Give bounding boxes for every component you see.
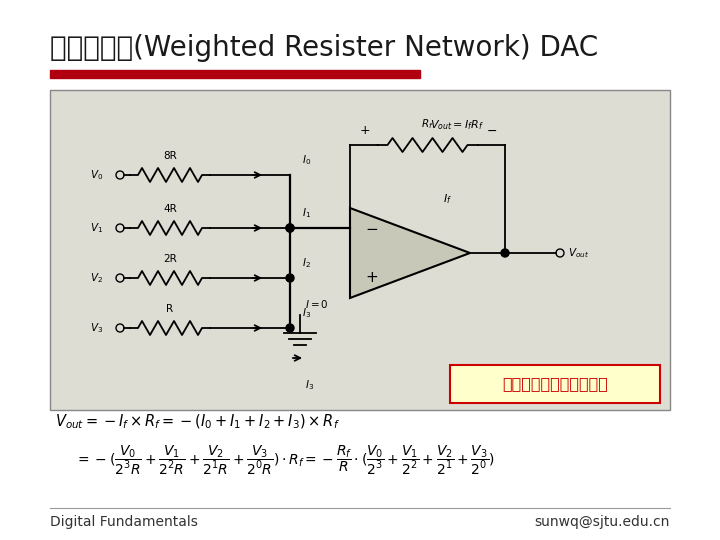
Circle shape: [286, 224, 294, 232]
Bar: [50, 90, 670, 410]
Text: 8R: 8R: [163, 151, 177, 161]
Text: +: +: [360, 124, 371, 137]
Text: 电阻值越大，权重越小。: 电阻值越大，权重越小。: [502, 376, 608, 392]
Text: 权电阻网络(Weighted Resister Network) DAC: 权电阻网络(Weighted Resister Network) DAC: [50, 34, 598, 62]
Text: $V_2$: $V_2$: [90, 271, 103, 285]
Text: $I_3$: $I_3$: [305, 378, 315, 392]
Bar: [50, 70, 420, 78]
Text: $-$: $-$: [486, 124, 497, 137]
Text: $I_f$: $I_f$: [443, 192, 452, 206]
Text: $R_f$: $R_f$: [421, 117, 434, 131]
Text: $I_0$: $I_0$: [302, 153, 311, 167]
Text: $V_3$: $V_3$: [90, 321, 103, 335]
Text: $I_3$: $I_3$: [302, 306, 311, 320]
Bar: [450, 365, 660, 403]
Text: Digital Fundamentals: Digital Fundamentals: [50, 515, 198, 529]
Circle shape: [286, 274, 294, 282]
Text: $V_{out} = I_f R_f$: $V_{out} = I_f R_f$: [430, 118, 484, 132]
Circle shape: [501, 249, 509, 257]
Text: $+$: $+$: [365, 271, 378, 286]
Text: $V_1$: $V_1$: [90, 221, 103, 235]
Text: $V_0$: $V_0$: [90, 168, 103, 182]
Text: $I_2$: $I_2$: [302, 256, 311, 270]
Text: $= -(\dfrac{V_0}{2^3 R} + \dfrac{V_1}{2^2 R} + \dfrac{V_2}{2^1 R} + \dfrac{V_3}{: $= -(\dfrac{V_0}{2^3 R} + \dfrac{V_1}{2^…: [75, 443, 495, 477]
Text: 2R: 2R: [163, 254, 177, 264]
Text: R: R: [166, 304, 174, 314]
Circle shape: [286, 224, 294, 232]
Text: $V_{out} = -I_f\times R_f = -(I_0+I_1+I_2+I_3)\times R_f$: $V_{out} = -I_f\times R_f = -(I_0+I_1+I_…: [55, 413, 340, 431]
Text: $V_{out}$: $V_{out}$: [568, 246, 589, 260]
Circle shape: [286, 324, 294, 332]
Text: $I_1$: $I_1$: [302, 206, 311, 220]
Text: sunwq@sjtu.edu.cn: sunwq@sjtu.edu.cn: [535, 515, 670, 529]
Text: $I = 0$: $I = 0$: [305, 298, 328, 310]
Text: $-$: $-$: [365, 220, 378, 235]
Text: 4R: 4R: [163, 204, 177, 214]
Polygon shape: [350, 208, 470, 298]
